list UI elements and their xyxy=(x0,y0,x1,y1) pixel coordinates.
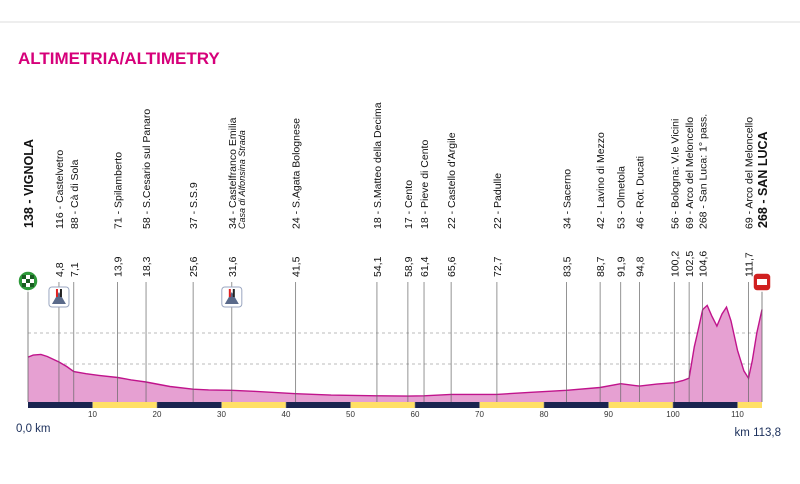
axis-tick-label: 20 xyxy=(153,410,162,419)
waypoint-label: 34 - Castelfranco Emilia xyxy=(227,117,239,229)
waypoint-label: 34 - Sacerno xyxy=(562,169,574,229)
axis-tick-label: 70 xyxy=(475,410,484,419)
waypoint-label: 53 - Olmetola xyxy=(616,166,628,229)
waypoint-label: 116 - Castelvetro xyxy=(54,150,66,229)
waypoint-km: 94,8 xyxy=(634,256,646,277)
start-flag-icon-square xyxy=(30,279,34,283)
profile-line xyxy=(27,304,763,397)
start-flag-icon-square xyxy=(26,279,30,283)
waypoint-label: 69 - Arco del Meloncello xyxy=(743,117,755,229)
gpm-icon-flag2 xyxy=(59,289,62,297)
waypoint-label: 18 - S.Matteo della Decima xyxy=(372,102,384,229)
gpm-icon xyxy=(221,286,243,308)
waypoint-km: 72,7 xyxy=(492,256,504,277)
start-flag-icon-square xyxy=(22,275,26,279)
waypoint-label: 17 - Cento xyxy=(403,180,415,229)
waypoint-km: 18,3 xyxy=(141,256,153,277)
waypoint-label: 22 - Padulle xyxy=(492,173,504,229)
waypoint-label: 56 - Bologna: V.le Vicini xyxy=(669,119,681,229)
gpm-icon-flag xyxy=(228,289,231,297)
waypoint-km: 31,6 xyxy=(227,256,239,277)
waypoint-km: 25,6 xyxy=(188,256,200,277)
axis-tick-label: 40 xyxy=(282,410,291,419)
waypoint-lines xyxy=(27,282,763,402)
waypoint-km: 41,5 xyxy=(291,256,303,277)
start-flag-icon-square xyxy=(26,275,30,279)
waypoint-labels: 138 - VIGNOLA 268 - SAN LUCA 4,8 116 - Cast… xyxy=(22,102,770,277)
waypoint-km: 54,1 xyxy=(372,256,384,277)
start-distance-label: 0,0 km xyxy=(16,423,51,435)
elevation-profile xyxy=(27,304,763,402)
waypoint-label: 58 - S.Cesario sul Panaro xyxy=(141,109,153,229)
gpm-icon xyxy=(48,286,70,308)
waypoint-label: 88 - Cà di Sola xyxy=(69,159,81,229)
waypoint-km: 7,1 xyxy=(69,262,81,277)
waypoint-km: 104,6 xyxy=(698,251,710,277)
axis-tick-label: 10 xyxy=(88,410,97,419)
finish-icon-banner xyxy=(757,279,767,285)
axis-tick-label: 30 xyxy=(217,410,226,419)
axis-tick-label: 80 xyxy=(540,410,549,419)
axis-segment xyxy=(479,402,544,408)
axis-segment xyxy=(608,402,673,408)
waypoint-label: 268 - San Luca: 1° pass. xyxy=(698,114,710,229)
waypoint-km: 58,9 xyxy=(403,256,415,277)
waypoint-km: 65,6 xyxy=(446,256,458,277)
waypoint-label: 42 - Lavino di Mezzo xyxy=(595,132,607,229)
start-flag-icon-square xyxy=(26,283,30,287)
icons xyxy=(17,270,772,308)
waypoint-km: 13,9 xyxy=(113,256,125,277)
finish-distance-label: km 113,8 xyxy=(735,427,781,439)
waypoint-km: 100,2 xyxy=(669,251,681,277)
axis-tick-label: 50 xyxy=(346,410,355,419)
gpm-icon-flag xyxy=(55,289,58,297)
axis-segment xyxy=(350,402,415,408)
start-flag-icon-square xyxy=(22,283,26,287)
axis-segment xyxy=(737,402,762,408)
start-flag-icon-square xyxy=(30,283,34,287)
waypoint-label: 22 - Castello d'Argile xyxy=(446,132,458,229)
start-label: 138 - VIGNOLA xyxy=(22,139,36,228)
waypoint-km: 111,7 xyxy=(743,252,755,277)
distance-axis: 10 20 30 40 50 60 70 80 90 100 110 xyxy=(28,402,762,419)
waypoint-label: 18 - Pieve di Cento xyxy=(419,140,431,229)
start-flag-icon xyxy=(17,270,39,292)
waypoint-label: 37 - S.S.9 xyxy=(188,182,200,229)
waypoint-label: 24 - S.Agata Bolognese xyxy=(291,118,303,229)
start-flag-icon-square xyxy=(30,275,34,279)
gpm-icon-mountain xyxy=(224,292,239,304)
waypoint-label: 69 - Arco del Meloncello xyxy=(684,117,696,229)
waypoint-label: 71 - Spilamberto xyxy=(113,152,125,229)
waypoint-label: 46 - Rot. Ducati xyxy=(634,156,646,229)
gpm-icon-mountain xyxy=(51,292,66,304)
axis-tick-label: 110 xyxy=(731,410,744,419)
axis-tick-label: 100 xyxy=(666,410,680,419)
gpm-icon-flag2 xyxy=(232,289,235,297)
axis-tick-label: 60 xyxy=(411,410,420,419)
finish-icon xyxy=(752,272,772,292)
start-flag-icon-square xyxy=(22,279,26,283)
waypoint-km: 102,5 xyxy=(684,251,696,277)
waypoint-km: 4,8 xyxy=(54,262,66,277)
axis-segment xyxy=(92,402,157,408)
axis-tick-label: 90 xyxy=(604,410,613,419)
waypoint-km: 88,7 xyxy=(595,256,607,277)
axis-segment xyxy=(221,402,286,408)
waypoint-km: 83,5 xyxy=(562,256,574,277)
waypoint-sublabel: Casa di Alfonsina Strada xyxy=(237,130,247,229)
waypoint-km: 91,9 xyxy=(616,256,628,277)
waypoint-km: 61,4 xyxy=(419,256,431,277)
header: ALTIMETRIA/ALTIMETRY xyxy=(0,21,800,68)
finish-label: 268 - SAN LUCA xyxy=(756,131,770,228)
profile-area xyxy=(28,305,762,402)
chart-title: ALTIMETRIA/ALTIMETRY xyxy=(18,49,220,68)
